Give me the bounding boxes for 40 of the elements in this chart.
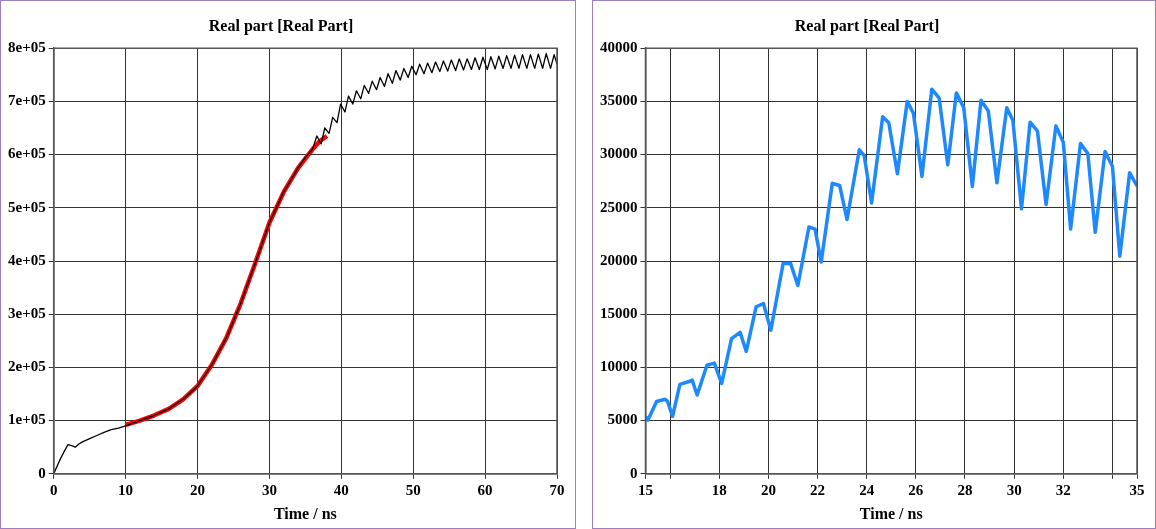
x-tick-label: 30 (1006, 481, 1022, 498)
y-tick-label: 6e+05 (7, 145, 46, 162)
x-tick-label: 18 (711, 481, 727, 498)
x-tick-label: 32 (1055, 481, 1071, 498)
x-tick-label: 22 (810, 481, 826, 498)
y-tick-label: 40000 (600, 39, 638, 56)
y-tick-label: 0 (630, 464, 638, 481)
y-tick-label: 5e+05 (7, 198, 46, 215)
y-tick-label: 10000 (600, 358, 638, 375)
x-axis-title: Time / ns (273, 504, 337, 522)
y-tick-label: 35000 (600, 92, 638, 109)
x-tick-label: 30 (261, 481, 277, 498)
y-tick-label: 1e+05 (7, 411, 46, 428)
x-tick-label: 10 (118, 481, 134, 498)
x-axis-title: Time / ns (859, 504, 923, 522)
x-tick-label: 0 (49, 481, 58, 498)
y-tick-label: 20000 (600, 251, 638, 268)
x-tick-label: 35 (1129, 481, 1145, 498)
y-tick-label: 7e+05 (7, 92, 46, 109)
y-tick-label: 25000 (600, 198, 638, 215)
x-tick-label: 24 (859, 481, 875, 498)
y-tick-label: 5000 (607, 411, 638, 428)
x-tick-label: 15 (638, 481, 653, 498)
y-tick-label: 4e+05 (7, 251, 46, 268)
chart-title: Real part [Real Part] (208, 16, 354, 35)
x-tick-label: 26 (908, 481, 924, 498)
x-tick-label: 60 (477, 481, 493, 498)
y-tick-label: 30000 (600, 145, 638, 162)
y-tick-label: 8e+05 (7, 39, 46, 56)
y-tick-label: 15000 (600, 305, 638, 322)
x-tick-label: 70 (549, 481, 565, 498)
y-tick-label: 0 (38, 464, 46, 481)
x-tick-label: 28 (957, 481, 973, 498)
x-tick-label: 50 (405, 481, 421, 498)
x-tick-label: 40 (333, 481, 349, 498)
chart-title: Real part [Real Part] (794, 16, 940, 35)
y-tick-label: 2e+05 (7, 358, 46, 375)
x-tick-label: 20 (190, 481, 205, 498)
y-tick-label: 3e+05 (7, 305, 46, 322)
x-tick-label: 20 (760, 481, 776, 498)
